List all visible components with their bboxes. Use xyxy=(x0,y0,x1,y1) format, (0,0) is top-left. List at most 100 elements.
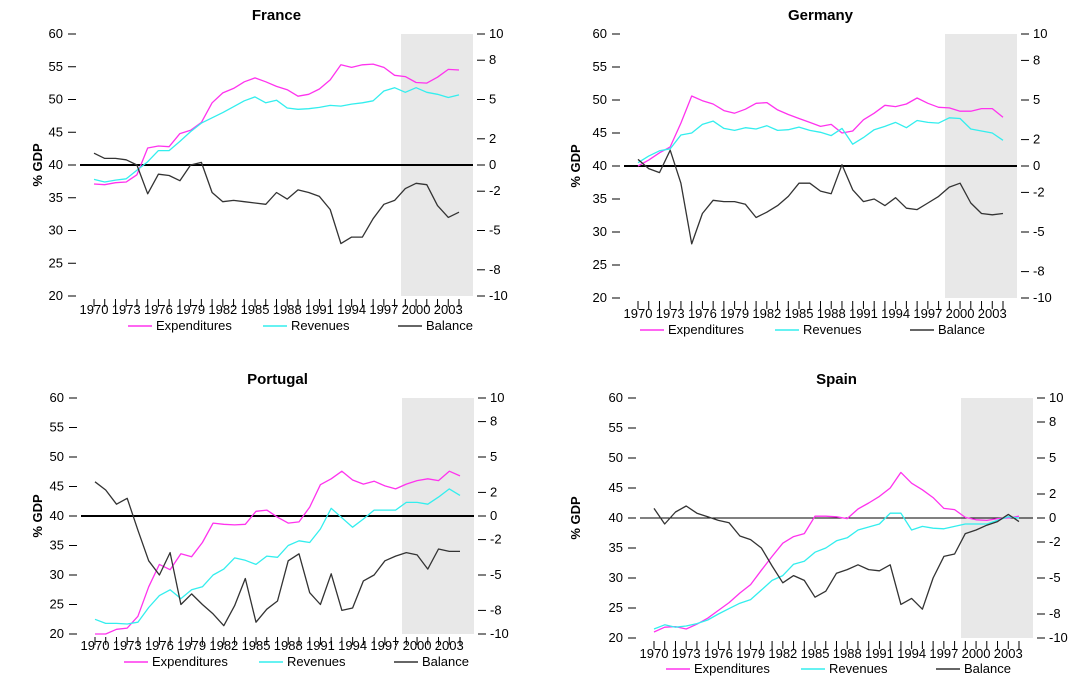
y-tick-label: 55 xyxy=(49,59,63,74)
y2-tick-label: -5 xyxy=(490,567,502,582)
y2-tick-label: -5 xyxy=(1049,570,1061,585)
x-tick-label: 2000 xyxy=(946,306,975,321)
x-tick-label: 1988 xyxy=(273,302,302,317)
chart-panel-germany: Germany% GDP202530354045505560-10-8-5-20… xyxy=(568,7,1052,337)
series-line-revenues xyxy=(653,512,1020,630)
series-line-balance xyxy=(653,505,1020,610)
y2-tick-label: 5 xyxy=(489,92,496,107)
y-tick-label: 60 xyxy=(49,26,63,41)
y-axis-label: % GDP xyxy=(568,144,583,188)
x-tick-label: 1982 xyxy=(208,302,237,317)
y-tick-label: 40 xyxy=(49,157,63,172)
y-tick-label: 40 xyxy=(593,158,607,173)
x-tick-label: 2000 xyxy=(403,638,432,653)
y-tick-label: 50 xyxy=(609,450,623,465)
y2-tick-label: -10 xyxy=(1033,290,1052,305)
y-tick-label: 25 xyxy=(593,257,607,272)
series-line-expenditures xyxy=(95,470,461,635)
y2-tick-label: 2 xyxy=(1049,486,1056,501)
x-tick-label: 1991 xyxy=(306,638,335,653)
y-tick-label: 20 xyxy=(609,630,623,645)
y2-tick-label: 2 xyxy=(489,131,496,146)
y2-tick-label: 0 xyxy=(489,157,496,172)
legend-label-revenues: Revenues xyxy=(803,322,862,337)
y2-tick-label: 0 xyxy=(490,508,497,523)
y2-tick-label: -10 xyxy=(1049,630,1068,645)
chart-panel-portugal: Portugal% GDP202530354045505560-10-8-5-2… xyxy=(30,371,509,669)
x-tick-label: 1970 xyxy=(640,646,669,661)
x-tick-label: 2003 xyxy=(978,306,1007,321)
y-tick-label: 25 xyxy=(609,600,623,615)
y-tick-label: 60 xyxy=(609,390,623,405)
y2-tick-label: 10 xyxy=(1033,26,1047,41)
x-tick-label: 2000 xyxy=(402,302,431,317)
y-tick-label: 40 xyxy=(50,508,64,523)
x-tick-label: 2000 xyxy=(962,646,991,661)
y-tick-label: 35 xyxy=(49,190,63,205)
x-tick-label: 1979 xyxy=(176,302,205,317)
y-tick-label: 30 xyxy=(593,224,607,239)
series-line-revenues xyxy=(93,87,460,183)
y2-tick-label: 2 xyxy=(490,484,497,499)
y2-tick-label: -2 xyxy=(489,183,501,198)
x-tick-label: 1991 xyxy=(849,306,878,321)
y2-tick-label: -2 xyxy=(490,532,502,547)
y2-tick-label: 5 xyxy=(490,449,497,464)
y-tick-label: 55 xyxy=(593,59,607,74)
x-tick-label: 1994 xyxy=(897,646,926,661)
y-tick-label: 55 xyxy=(609,420,623,435)
legend-label-revenues: Revenues xyxy=(291,318,350,333)
x-tick-label: 1979 xyxy=(720,306,749,321)
y-tick-label: 60 xyxy=(593,26,607,41)
y-axis-label: % GDP xyxy=(30,143,45,187)
chart-title: Spain xyxy=(816,371,857,388)
x-tick-label: 2003 xyxy=(994,646,1023,661)
series-line-expenditures xyxy=(653,471,1020,633)
y-tick-label: 50 xyxy=(49,92,63,107)
y-tick-label: 30 xyxy=(609,570,623,585)
legend-label-revenues: Revenues xyxy=(287,654,346,669)
series-line-expenditures xyxy=(637,95,1004,167)
legend-label-balance: Balance xyxy=(964,661,1011,676)
y2-tick-label: 10 xyxy=(490,390,504,405)
series-line-revenues xyxy=(94,488,461,625)
x-tick-label: 1979 xyxy=(177,638,206,653)
chart-panel-spain: Spain% GDP202530354045505560-10-8-5-2025… xyxy=(568,371,1068,676)
chart-title: France xyxy=(252,7,301,24)
y2-tick-label: 0 xyxy=(1033,158,1040,173)
x-tick-label: 1982 xyxy=(752,306,781,321)
y2-tick-label: 0 xyxy=(1049,510,1056,525)
x-tick-label: 1991 xyxy=(865,646,894,661)
y-tick-label: 20 xyxy=(593,290,607,305)
x-tick-label: 1982 xyxy=(768,646,797,661)
x-tick-label: 1994 xyxy=(338,638,367,653)
x-tick-label: 1997 xyxy=(370,638,399,653)
y-tick-label: 20 xyxy=(50,626,64,641)
y2-tick-label: 5 xyxy=(1049,450,1056,465)
x-tick-label: 1988 xyxy=(274,638,303,653)
y2-tick-label: -2 xyxy=(1033,184,1045,199)
y-axis-label: % GDP xyxy=(30,494,45,538)
series-line-balance xyxy=(93,152,460,245)
x-tick-label: 1976 xyxy=(688,306,717,321)
series-line-expenditures xyxy=(93,63,460,186)
x-tick-label: 1970 xyxy=(81,638,110,653)
y2-tick-label: -5 xyxy=(489,223,501,238)
x-tick-label: 1994 xyxy=(337,302,366,317)
y2-tick-label: 8 xyxy=(490,414,497,429)
y-tick-label: 30 xyxy=(49,223,63,238)
series-line-balance xyxy=(637,149,1004,245)
y2-tick-label: 8 xyxy=(489,52,496,67)
legend-label-balance: Balance xyxy=(938,322,985,337)
x-tick-label: 1979 xyxy=(736,646,765,661)
y-tick-label: 50 xyxy=(593,92,607,107)
x-tick-label: 1973 xyxy=(113,638,142,653)
legend-label-expenditures: Expenditures xyxy=(156,318,232,333)
y-tick-label: 60 xyxy=(50,390,64,405)
x-tick-label: 1997 xyxy=(913,306,942,321)
y2-tick-label: -8 xyxy=(1033,264,1045,279)
x-tick-label: 1970 xyxy=(624,306,653,321)
chart-title: Germany xyxy=(788,7,854,24)
y-tick-label: 30 xyxy=(50,567,64,582)
